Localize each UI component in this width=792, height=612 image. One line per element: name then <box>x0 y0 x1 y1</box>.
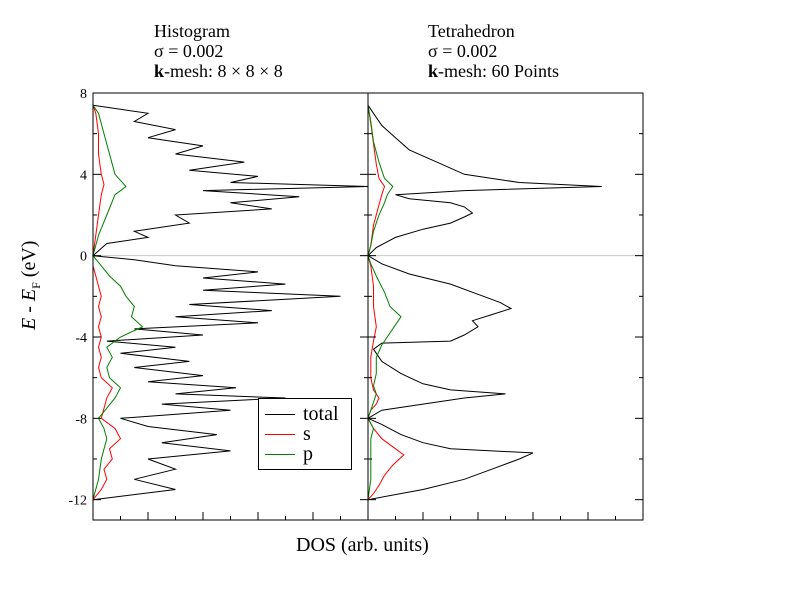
y-tick-label: -8 <box>75 412 87 427</box>
legend-item-total: total <box>265 402 339 425</box>
legend-item-p: p <box>265 442 313 465</box>
legend: total s p <box>258 398 352 470</box>
histogram-title: Histogram σ = 0.002 k-mesh: 8 × 8 × 8 <box>154 21 283 81</box>
minus-sign: - <box>18 301 40 318</box>
y-tick-label: -4 <box>75 331 87 346</box>
plot-frame <box>367 92 644 521</box>
legend-label-total: total <box>303 402 339 425</box>
y-tick-label: 8 <box>80 87 87 102</box>
legend-swatch-p <box>265 453 295 455</box>
energy-unit: (eV) <box>18 240 40 283</box>
y-tick-label: -12 <box>68 494 87 509</box>
tetrahedron-method-label: Tetrahedron <box>428 21 515 41</box>
x-axis-label: DOS (arb. units) <box>296 534 429 556</box>
series-total-line <box>91 104 369 501</box>
legend-label-p: p <box>303 442 313 465</box>
k-bold: k <box>428 61 439 81</box>
kmesh-text: -mesh: 60 Points <box>438 61 560 81</box>
legend-item-s: s <box>265 422 311 445</box>
histogram-method-label: Histogram <box>154 21 230 41</box>
tetrahedron-sigma-label: σ = 0.002 <box>428 41 498 61</box>
kmesh-text: -mesh: 8 × 8 × 8 <box>164 61 283 81</box>
y-axis-label: E - EF (eV) <box>18 241 44 330</box>
tetrahedron-kmesh-label: k-mesh: 60 Points <box>428 61 559 81</box>
fermi-subscript: F <box>29 282 43 289</box>
k-bold: k <box>154 61 165 81</box>
tetrahedron-title: Tetrahedron σ = 0.002 k-mesh: 60 Points <box>428 21 559 81</box>
tetrahedron-panel <box>366 92 644 521</box>
histogram-kmesh-label: k-mesh: 8 × 8 × 8 <box>154 61 283 81</box>
series-total-line <box>366 104 602 501</box>
legend-label-s: s <box>303 422 311 445</box>
histogram-sigma-label: σ = 0.002 <box>154 41 224 61</box>
y-tick-label: 4 <box>80 168 87 183</box>
fermi-energy-symbol: E <box>18 288 40 302</box>
series-s-line <box>367 105 405 501</box>
series-s-line <box>92 105 122 501</box>
legend-swatch-s <box>265 433 295 435</box>
y-tick-label: 0 <box>80 250 87 265</box>
energy-symbol: E <box>18 317 40 330</box>
legend-swatch-total <box>265 413 295 415</box>
